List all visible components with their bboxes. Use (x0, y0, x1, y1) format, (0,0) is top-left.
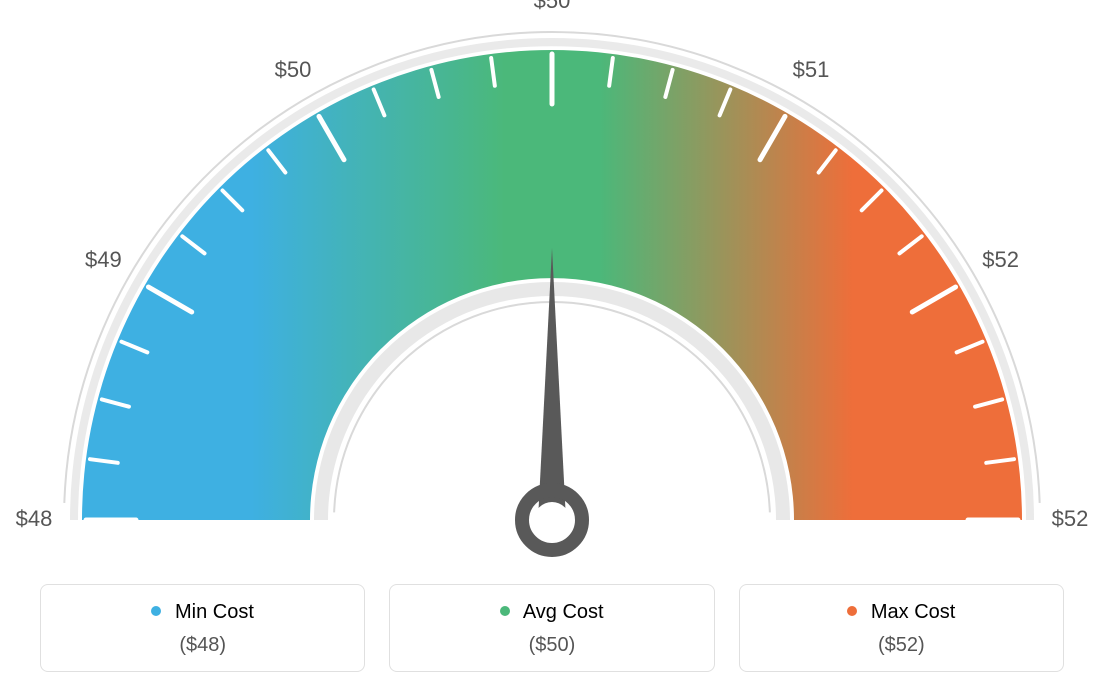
legend-row: Min Cost ($48) Avg Cost ($50) Max Cost (… (40, 584, 1064, 672)
gauge-tick-label: $51 (793, 57, 830, 82)
legend-min-label: Min Cost (175, 601, 254, 623)
gauge-tick-label: $48 (16, 506, 53, 531)
cost-gauge: $48 $49 $50 $50 $51 $52 $52 (0, 0, 1104, 570)
legend-avg-dot (500, 606, 510, 616)
legend-max: Max Cost ($52) (739, 584, 1064, 672)
legend-max-dot (847, 606, 857, 616)
legend-avg-label: Avg Cost (523, 601, 604, 623)
legend-min: Min Cost ($48) (40, 584, 365, 672)
gauge-tick-label: $52 (982, 247, 1019, 272)
legend-max-value: ($52) (750, 634, 1053, 657)
legend-avg: Avg Cost ($50) (389, 584, 714, 672)
legend-min-dot (151, 606, 161, 616)
gauge-tick-label: $52 (1052, 506, 1089, 531)
gauge-tick-label: $50 (275, 57, 312, 82)
gauge-tick-label: $50 (534, 0, 571, 13)
legend-max-label: Max Cost (871, 601, 955, 623)
legend-min-value: ($48) (51, 634, 354, 657)
gauge-tick-label: $49 (85, 247, 122, 272)
legend-avg-value: ($50) (400, 634, 703, 657)
